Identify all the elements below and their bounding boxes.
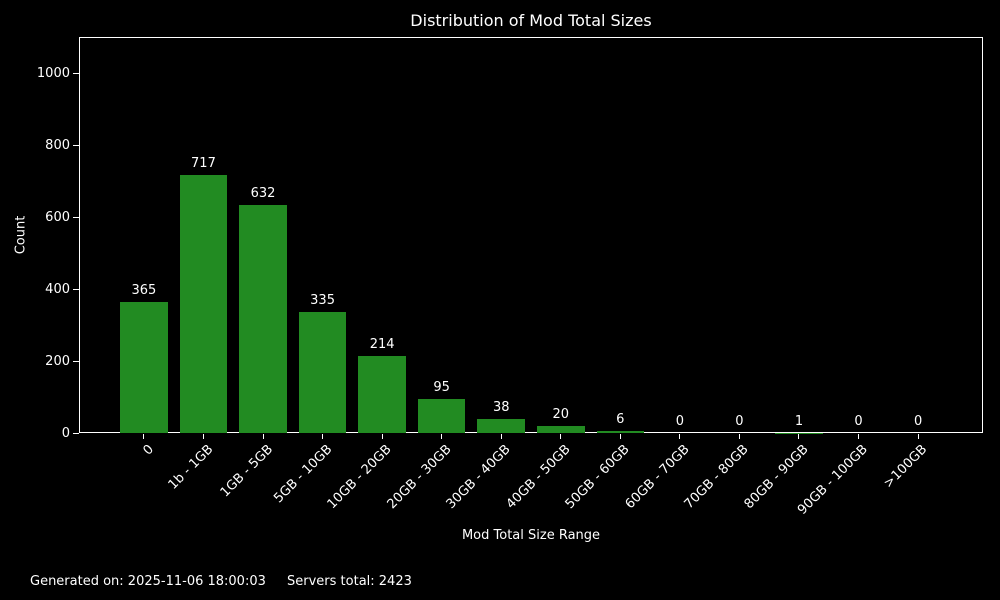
y-tick-label: 400 — [45, 281, 70, 297]
bar — [596, 430, 645, 433]
bar — [417, 398, 466, 433]
x-tick — [798, 434, 800, 439]
x-tick — [381, 434, 383, 439]
y-axis-label: Count — [13, 215, 29, 255]
x-tick — [619, 434, 621, 439]
y-tick — [73, 144, 79, 146]
x-tick — [322, 434, 324, 439]
plot-area — [79, 37, 983, 433]
bar-value-label: 365 — [131, 282, 157, 298]
x-tick — [858, 434, 860, 439]
y-tick — [73, 72, 79, 74]
y-tick-label: 0 — [61, 425, 70, 441]
x-axis-label: Mod Total Size Range — [461, 528, 601, 543]
chart-title: Distribution of Mod Total Sizes — [410, 11, 652, 30]
x-tick — [262, 434, 264, 439]
bar — [120, 301, 168, 433]
y-tick — [73, 216, 79, 218]
y-tick-label: 1000 — [36, 65, 70, 81]
x-tick — [500, 434, 502, 439]
bar-value-label: 0 — [675, 414, 685, 429]
y-tick-label: 600 — [45, 209, 70, 225]
x-tick-label-text: 1b - 1GB — [165, 442, 217, 493]
y-tick-label: 200 — [45, 353, 70, 369]
x-tick — [143, 434, 145, 439]
footer-generated-text: Generated on: 2025-11-06 18:00:03 — [30, 574, 266, 589]
x-tick — [441, 434, 443, 439]
y-tick-label: 800 — [45, 137, 70, 153]
footer: Generated on: 2025-11-06 18:00:03 Server… — [30, 574, 412, 589]
bar-value-label: 335 — [310, 293, 335, 309]
bar — [179, 174, 228, 433]
x-tick-label-text: 5GB - 10GB — [270, 442, 336, 507]
bar — [358, 355, 406, 433]
y-tick — [73, 432, 79, 434]
bar-value-label: 0 — [913, 414, 923, 429]
bar-value-label: 632 — [250, 186, 276, 202]
bar-value-label: 717 — [191, 155, 216, 171]
bar-value-label: 214 — [369, 336, 395, 352]
footer-servers-total-text: Servers total: 2423 — [287, 574, 412, 589]
bar-value-label: 20 — [552, 406, 570, 422]
bar — [239, 205, 287, 433]
bar-value-label: 38 — [492, 400, 510, 416]
bar-value-label: 6 — [616, 411, 625, 427]
x-tick — [917, 434, 919, 439]
y-tick — [73, 360, 79, 362]
bar-value-label: 95 — [433, 379, 450, 395]
x-tick — [560, 434, 562, 439]
bar-value-label: 0 — [854, 414, 863, 429]
x-tick — [202, 434, 204, 439]
bar — [536, 425, 585, 433]
x-tick — [679, 434, 681, 439]
x-tick-label-text: 1GB - 5GB — [217, 442, 276, 501]
bar — [298, 312, 347, 433]
bar-value-label: 0 — [735, 414, 744, 429]
x-tick — [738, 434, 740, 439]
bar — [477, 419, 526, 433]
x-tick-label-text: 0 — [140, 442, 157, 459]
bar-value-label: 1 — [794, 413, 804, 429]
x-tick-label-text: >100GB — [881, 442, 931, 492]
y-tick — [73, 288, 79, 290]
